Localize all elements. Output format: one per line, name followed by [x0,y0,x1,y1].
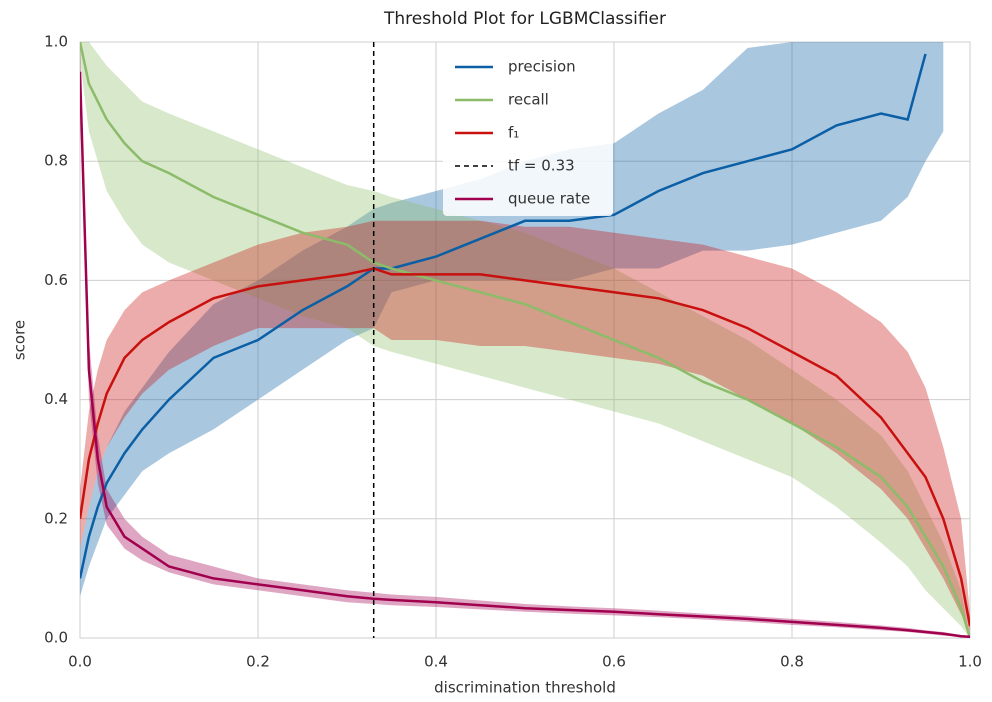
series-line [80,42,970,638]
y-tick-label: 0.8 [44,152,68,170]
x-tick-label: 0.8 [780,653,804,671]
legend: precision recall f₁ tf = 0.33 queue rate [443,48,613,216]
x-tick-label: 0.0 [68,653,92,671]
confidence-band [80,42,970,638]
legend-label: precision [508,58,576,76]
bands [80,42,970,638]
x-tick-label: 0.4 [424,653,448,671]
y-axis-label: score [11,320,29,360]
y-tick-label: 0.2 [44,509,68,527]
series-line [80,71,970,638]
y-tick-label: 1.0 [44,33,68,51]
x-tick-label: 0.6 [602,653,626,671]
lines [80,42,970,638]
legend-label: queue rate [508,190,590,208]
x-tick-label: 1.0 [958,653,982,671]
confidence-band [80,42,944,597]
chart-title: Threshold Plot for LGBMClassifier [383,9,666,29]
x-axis-label: discrimination threshold [434,679,616,697]
legend-box [443,48,613,216]
series-line [80,53,927,579]
series-line [80,267,970,627]
legend-label: f₁ [508,124,519,142]
legend-label: recall [508,91,549,109]
y-tick-label: 0.6 [44,271,68,289]
legend-label: tf = 0.33 [508,157,575,175]
y-tick-label: 0.0 [44,629,68,647]
confidence-band [80,220,970,633]
x-tick-label: 0.2 [246,653,270,671]
y-tick-label: 0.4 [44,390,68,408]
